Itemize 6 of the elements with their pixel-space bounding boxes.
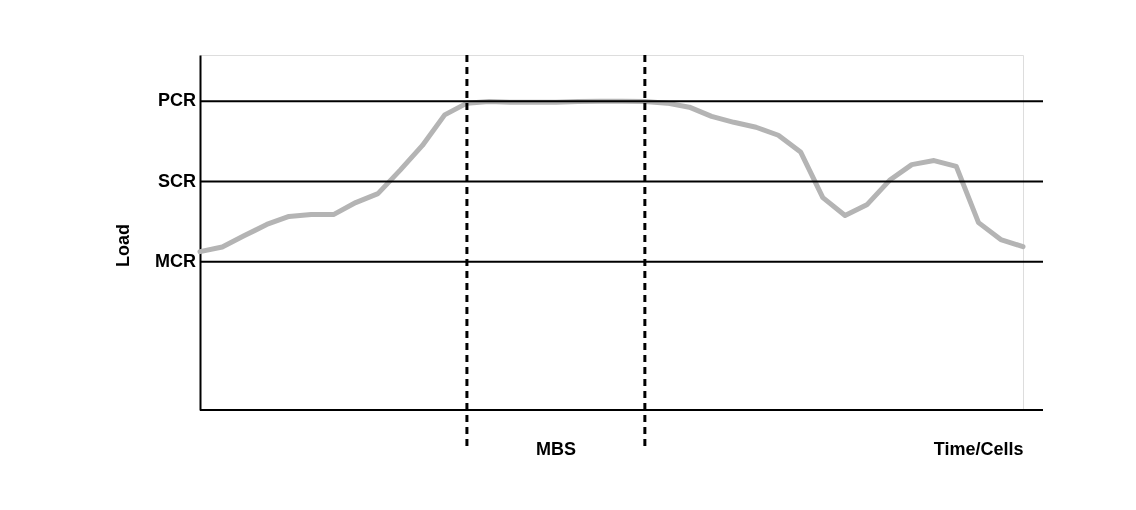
text: MBS: [535, 439, 576, 459]
y-axis-title: Load: [112, 224, 133, 267]
ref-line-label: PCR: [157, 90, 196, 111]
ref-line-label: SCR: [157, 170, 196, 191]
x-axis-title: Time/Cells: [933, 438, 1024, 459]
ref-line-label: MCR: [155, 250, 196, 271]
